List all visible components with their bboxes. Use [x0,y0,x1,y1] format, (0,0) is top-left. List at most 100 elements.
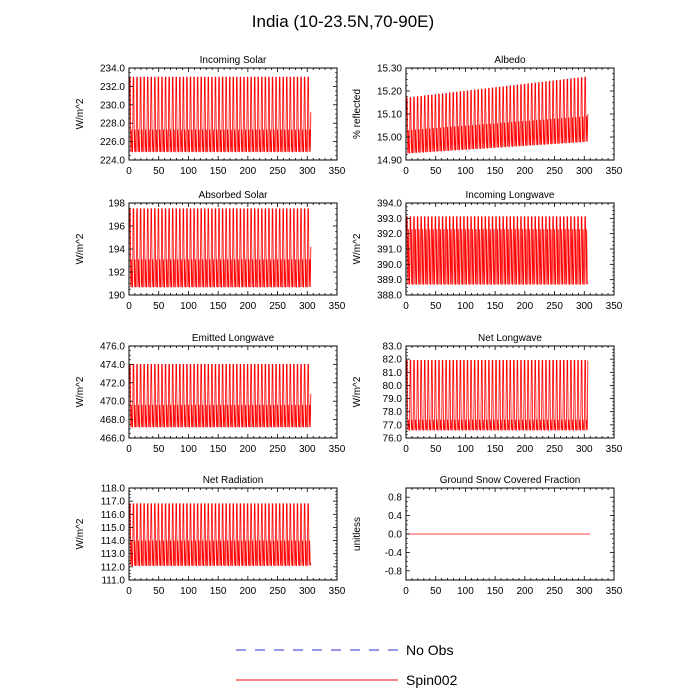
y-tick-label: 192 [108,268,125,279]
y-tick-label: 118.0 [101,484,126,495]
x-tick-label: 50 [153,444,165,455]
panel-net-longwave: Net Longwave W/m^2 0 50 100 150 200 250 300 350… [352,333,623,455]
series-line-spin002 [405,76,589,154]
x-tick-label: 350 [329,586,346,597]
x-tick-label: 250 [546,301,563,312]
x-tick-label: 200 [240,166,257,177]
x-tick-label: 300 [299,166,316,177]
y-tick-label: 112.0 [101,562,126,573]
y-tick-label: 390.0 [377,260,402,271]
x-tick-label: 100 [180,166,197,177]
x-tick-label: 100 [457,586,474,597]
y-tick-label: 232.0 [100,82,125,93]
y-axis-label: W/m^2 [75,233,86,264]
y-tick-label: 466.0 [100,434,125,445]
y-tick-label: 82.0 [383,355,403,366]
x-tick-label: 100 [457,301,474,312]
y-tick-label: 389.0 [377,275,402,286]
y-tick-label: 111.0 [101,576,125,587]
x-tick-label: 150 [210,166,227,177]
panel-title: Absorbed Solar [199,190,269,201]
y-tick-label: 228.0 [100,119,125,130]
y-tick-label: 230.0 [100,100,125,111]
y-tick-label: 76.0 [383,434,403,445]
y-axis-label: W/m^2 [352,233,363,264]
x-tick-label: 200 [240,586,257,597]
y-tick-label: 15.20 [377,87,402,98]
legend-label-no-obs: No Obs [406,642,453,658]
y-tick-label: 0.8 [388,493,402,504]
x-tick-label: 250 [546,166,563,177]
y-tick-label: 15.10 [377,110,402,121]
panel-title: Incoming Solar [200,55,267,66]
panel-title: Incoming Longwave [466,190,555,201]
y-axis-label: % reflected [352,89,363,139]
x-tick-label: 0 [403,166,409,177]
figure-title: India (10-23.5N,70-90E) [252,12,434,31]
legend: No Obs Spin002 [236,642,458,688]
panel-net-radiation: Net Radiation W/m^2 0 50 100 150 200 250 300 35… [75,475,346,597]
series-line-spin002 [405,360,589,431]
y-tick-label: 15.30 [377,64,402,75]
series-line-spin002 [405,216,589,285]
x-tick-label: 50 [430,444,442,455]
x-tick-label: 0 [403,444,409,455]
x-tick-label: 0 [126,301,132,312]
panel-title: Albedo [494,55,526,66]
panel-title: Emitted Longwave [192,333,275,344]
x-tick-label: 350 [606,444,623,455]
series-line-spin002 [128,208,312,288]
y-tick-label: 0.4 [388,511,402,522]
y-tick-label: 115.0 [101,523,126,534]
x-tick-label: 350 [329,166,346,177]
series-line-spin002 [128,503,312,566]
panel-albedo: Albedo % reflected 0 50 100 150 200 250 300 350… [352,55,623,177]
x-tick-label: 250 [269,301,286,312]
x-tick-label: 300 [299,586,316,597]
x-tick-label: 100 [457,444,474,455]
x-tick-label: 150 [487,301,504,312]
x-tick-label: 50 [430,166,442,177]
panel-title: Ground Snow Covered Fraction [440,475,581,486]
y-tick-label: 472.0 [100,378,125,389]
y-tick-label: 234.0 [100,64,125,75]
y-tick-label: 476.0 [100,342,125,353]
panel-incoming-solar: Incoming Solar W/m^2 0 50 100 150 200 250 300 3… [75,55,346,177]
y-axis-label: unitless [352,517,363,551]
x-tick-label: 200 [240,301,257,312]
x-tick-label: 300 [576,166,593,177]
x-tick-label: 50 [153,586,165,597]
panel-title: Net Longwave [478,333,542,344]
x-tick-label: 200 [517,301,534,312]
x-tick-label: 150 [487,444,504,455]
y-tick-label: 226.0 [100,137,125,148]
x-tick-label: 50 [153,301,165,312]
x-tick-label: 250 [269,166,286,177]
y-tick-label: 194 [108,245,125,256]
series-line-spin002 [128,76,312,153]
panel-absorbed-solar: Absorbed Solar W/m^2 0 50 100 150 200 250 300 3… [75,190,346,312]
x-tick-label: 50 [430,586,442,597]
x-tick-label: 0 [126,166,132,177]
y-tick-label: 391.0 [377,245,402,256]
y-tick-label: 394.0 [377,199,402,210]
x-tick-label: 150 [210,586,227,597]
x-tick-label: 150 [210,444,227,455]
x-tick-label: 100 [180,586,197,597]
x-tick-label: 100 [180,301,197,312]
x-tick-label: 350 [606,166,623,177]
y-tick-label: 116.0 [101,510,126,521]
panel-incoming-longwave: Incoming Longwave W/m^2 0 50 100 150 200 250 3… [352,190,623,312]
legend-label-spin002: Spin002 [406,672,458,688]
y-tick-label: -0.8 [385,566,403,577]
x-tick-label: 250 [269,586,286,597]
series-line-spin002 [128,364,312,428]
y-tick-label: 117.0 [101,497,126,508]
y-tick-label: 388.0 [377,291,402,302]
panel-title: Net Radiation [203,475,264,486]
x-tick-label: 300 [576,444,593,455]
y-tick-label: 78.0 [383,407,403,418]
y-tick-label: 14.90 [377,156,402,167]
y-tick-label: 196 [108,222,125,233]
